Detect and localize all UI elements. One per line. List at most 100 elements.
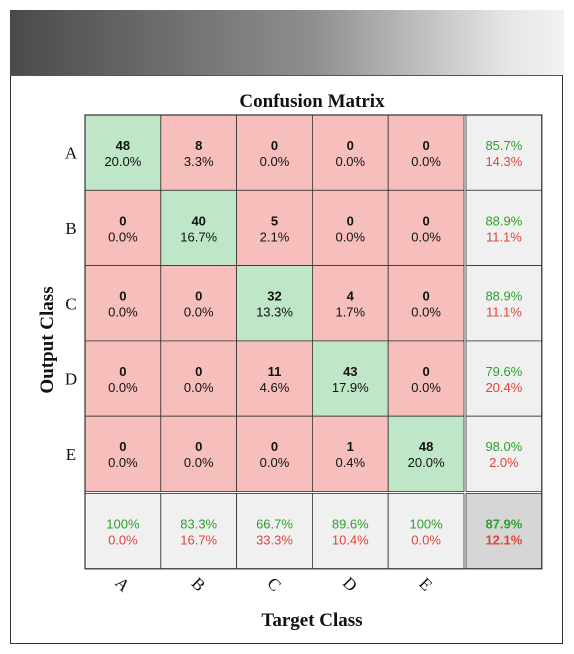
cell-count: 1 (347, 439, 354, 454)
matrix-cell: 52.1% (236, 189, 313, 267)
row-correct-percent: 98.0% (485, 439, 522, 454)
row-incorrect-percent: 11.1% (486, 305, 522, 320)
matrix-cell: 00.0% (160, 265, 238, 342)
matrix-cell: 10.4% (311, 415, 389, 492)
cell-background (311, 493, 389, 570)
cell-count: 0 (347, 138, 354, 153)
cell-count: 48 (419, 439, 433, 454)
cell-count: 0 (119, 213, 126, 228)
cell-percent: 0.0% (411, 380, 441, 395)
cell-count: 4 (347, 289, 355, 304)
overall-accuracy-cell: 87.9%12.1% (465, 493, 543, 570)
cell-background (160, 265, 238, 342)
column-summary-cell: 66.7%33.3% (236, 493, 313, 570)
y-tick-label: D (65, 370, 77, 389)
cell-background (236, 493, 313, 570)
row-incorrect-percent: 20.4% (485, 380, 522, 395)
cell-count: 32 (267, 289, 281, 304)
cell-percent: 0.0% (108, 229, 138, 244)
cell-percent: 0.4% (335, 455, 365, 470)
cell-percent: 0.0% (184, 305, 214, 320)
cell-count: 0 (422, 213, 429, 228)
cell-count: 40 (191, 213, 205, 228)
cell-count: 0 (195, 439, 202, 454)
column-correct-percent: 89.6% (332, 517, 369, 532)
cell-background (160, 493, 238, 570)
column-correct-percent: 83.3% (180, 517, 217, 532)
matrix-cell: 00.0% (236, 415, 313, 492)
cell-background (387, 415, 465, 492)
matrix-cell: 00.0% (311, 189, 389, 267)
cell-background (236, 114, 313, 191)
column-incorrect-percent: 16.7% (180, 533, 217, 548)
cell-percent: 0.0% (411, 154, 441, 169)
matrix-cell: 00.0% (387, 340, 465, 417)
cell-count: 0 (422, 289, 429, 304)
cell-count: 0 (195, 364, 202, 379)
matrix-cell: 41.7% (311, 265, 389, 342)
column-summary-cell: 100%0.0% (387, 493, 465, 570)
cell-background (311, 415, 389, 492)
cell-count: 43 (343, 364, 357, 379)
row-summary-cell: 98.0%2.0% (465, 415, 543, 492)
cell-background (236, 265, 313, 342)
matrix-cell: 00.0% (84, 265, 162, 342)
y-tick-label: A (65, 144, 78, 163)
cell-background (311, 189, 389, 267)
cell-background (160, 415, 238, 492)
cell-percent: 2.1% (260, 229, 290, 244)
cell-percent: 16.7% (180, 229, 217, 244)
x-tick-label: C (263, 574, 284, 595)
column-summary-cell: 100%0.0% (84, 493, 162, 570)
cell-background (465, 265, 543, 342)
cell-count: 0 (195, 289, 202, 304)
cell-background (465, 415, 543, 492)
cell-percent: 0.0% (108, 305, 138, 320)
matrix-cell: 00.0% (84, 189, 162, 267)
column-correct-percent: 100% (409, 517, 443, 532)
y-tick-label: E (66, 445, 76, 464)
row-correct-percent: 88.9% (485, 289, 522, 304)
x-tick-label: A (111, 573, 134, 596)
cell-count: 11 (268, 364, 282, 379)
cell-count: 0 (119, 289, 126, 304)
column-summary-cell: 83.3%16.7% (160, 493, 238, 570)
row-correct-percent: 79.6% (485, 364, 522, 379)
matrix-cell: 00.0% (387, 189, 465, 267)
matrix-border (84, 114, 543, 570)
cell-background (311, 340, 389, 417)
column-incorrect-percent: 33.3% (256, 533, 293, 548)
row-summary-cell: 85.7%14.3% (465, 114, 543, 191)
cell-background (236, 415, 313, 492)
x-tick-label: D (339, 573, 361, 595)
cell-background (236, 340, 313, 417)
cell-count: 0 (422, 138, 429, 153)
matrix-cell: 114.6% (236, 340, 313, 417)
cell-background (84, 340, 162, 417)
cell-background (387, 493, 465, 570)
cell-count: 0 (119, 439, 126, 454)
cell-count: 0 (119, 364, 126, 379)
cell-background (160, 340, 238, 417)
cell-background (311, 265, 389, 342)
row-summary-cell: 88.9%11.1% (465, 189, 543, 267)
row-incorrect-percent: 14.3% (485, 154, 522, 169)
cell-count: 0 (422, 364, 429, 379)
x-tick-label: B (188, 574, 209, 595)
cell-percent: 17.9% (332, 380, 369, 395)
cell-background (236, 189, 313, 267)
cell-percent: 4.6% (260, 380, 290, 395)
matrix-cell: 00.0% (160, 340, 238, 417)
cell-percent: 0.0% (108, 455, 138, 470)
cell-background (387, 265, 465, 342)
matrix-cell: 00.0% (236, 114, 313, 191)
y-axis-label: Output Class (37, 286, 58, 393)
cell-count: 48 (116, 138, 130, 153)
cell-percent: 0.0% (335, 229, 365, 244)
cell-percent: 13.3% (256, 305, 293, 320)
